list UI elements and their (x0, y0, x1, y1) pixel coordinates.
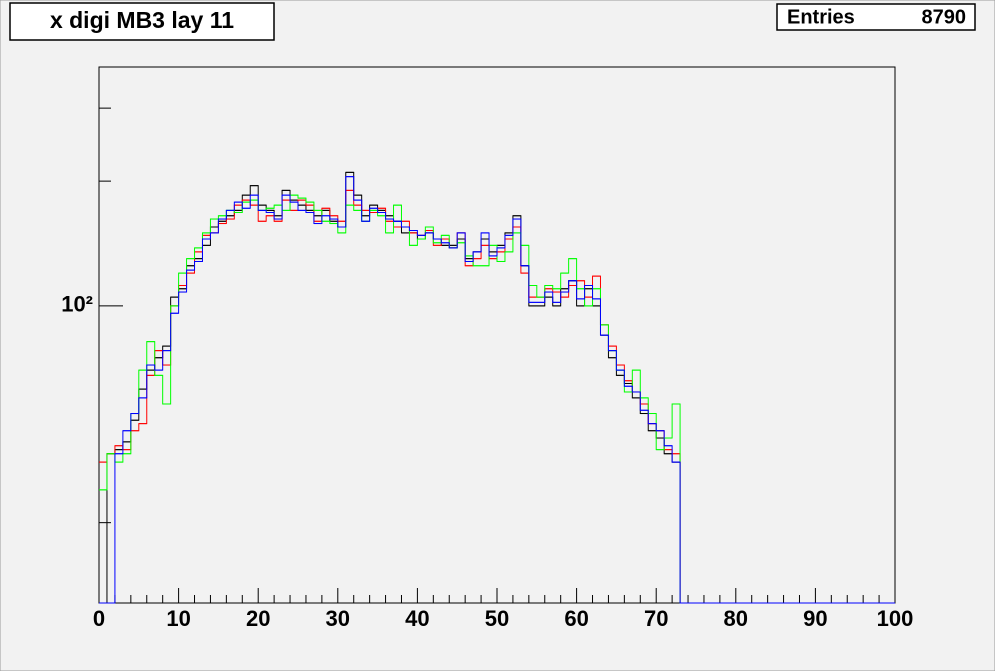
stats-label: Entries (787, 6, 855, 28)
plot-frame (98, 66, 896, 604)
title-box (9, 2, 275, 41)
x-tick-label: 70 (644, 606, 668, 631)
x-tick-label: 20 (246, 606, 270, 631)
chart-title: x digi MB3 lay 11 (50, 7, 234, 33)
y-tick-label: 10² (61, 292, 93, 317)
x-tick-label: 40 (405, 606, 429, 631)
x-tick-label: 0 (93, 606, 105, 631)
x-tick-label: 100 (877, 606, 914, 631)
x-tick-label: 10 (166, 606, 190, 631)
x-tick-label: 80 (724, 606, 748, 631)
x-tick-label: 30 (326, 606, 350, 631)
x-tick-label: 90 (803, 606, 827, 631)
stats-box (776, 3, 976, 31)
x-tick-label: 60 (564, 606, 588, 631)
stats-value: 8790 (922, 6, 967, 28)
x-tick-label: 50 (485, 606, 509, 631)
